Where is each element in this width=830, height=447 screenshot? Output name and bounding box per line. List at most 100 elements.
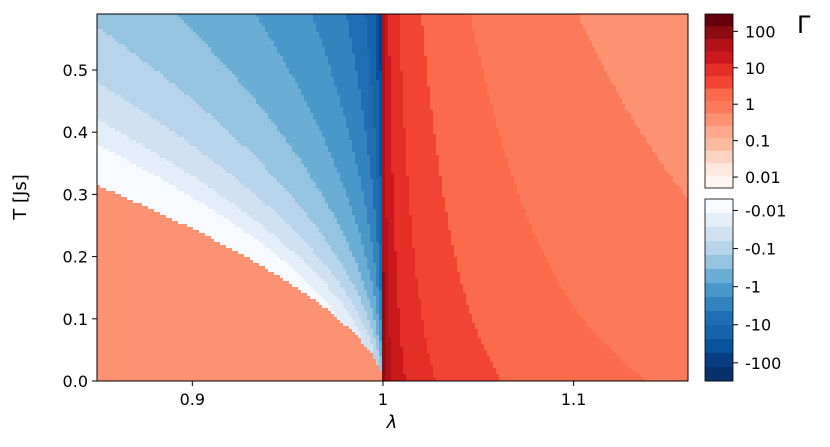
contour-cell [190, 44, 194, 48]
contour-cell [223, 56, 227, 60]
contour-cell [466, 29, 470, 33]
contour-cell [661, 41, 665, 45]
contour-cell [181, 23, 185, 27]
contour-cell [658, 38, 662, 42]
contour-cell [157, 14, 161, 18]
contour-cell [466, 47, 470, 51]
contour-cell [589, 59, 593, 63]
contour-cell [373, 62, 377, 66]
contour-cell [157, 59, 161, 63]
contour-cell [616, 17, 620, 21]
contour-cell [550, 44, 554, 48]
contour-cell [178, 44, 182, 48]
contour-cell [232, 14, 236, 18]
contour-cell [634, 17, 638, 21]
contour-cell [232, 20, 236, 24]
contour-cell [112, 32, 116, 36]
contour-cell [154, 53, 158, 57]
contour-cell [181, 38, 185, 42]
contour-cell [565, 23, 569, 27]
contour-cell [493, 20, 497, 24]
contour-cell [250, 32, 254, 36]
contour-cell [409, 32, 413, 36]
contour-cell [238, 17, 242, 21]
contour-cell [466, 59, 470, 63]
contour-cell [583, 41, 587, 45]
contour-cell [220, 35, 224, 39]
contour-cell [526, 53, 530, 57]
contour-cell [502, 35, 506, 39]
contour-cell [406, 38, 410, 42]
contour-cell [655, 17, 659, 21]
contour-cell [568, 17, 572, 21]
contour-cell [610, 14, 614, 18]
contour-cell [196, 50, 200, 54]
contour-cell [226, 20, 230, 24]
contour-cell [547, 44, 551, 48]
contour-cell [427, 59, 431, 63]
contour-cell [520, 17, 524, 21]
contour-cell [130, 47, 134, 51]
contour-cell [130, 53, 134, 57]
contour-cell [673, 20, 677, 24]
contour-cell [160, 41, 164, 45]
contour-cell [316, 38, 320, 42]
contour-cell [145, 38, 149, 42]
contour-cell [469, 26, 473, 30]
contour-cell [100, 29, 104, 33]
contour-cell [217, 62, 221, 66]
contour-cell [577, 47, 581, 51]
contour-cell [343, 62, 347, 66]
contour-cell [484, 41, 488, 45]
contour-cell [325, 65, 329, 69]
contour-cell [184, 23, 188, 27]
contour-cell [178, 14, 182, 18]
contour-cell [379, 62, 383, 66]
contour-cell [268, 35, 272, 39]
contour-cell [118, 47, 122, 51]
contour-cell [580, 20, 584, 24]
contour-cell [115, 20, 119, 24]
contour-cell [352, 23, 356, 27]
contour-cell [190, 29, 194, 33]
contour-cell [256, 53, 260, 57]
contour-cell [418, 41, 422, 45]
contour-cell [457, 38, 461, 42]
contour-cell [616, 41, 620, 45]
contour-cell [208, 14, 212, 18]
contour-cell [652, 41, 656, 45]
contour-cell [124, 32, 128, 36]
contour-cell [316, 29, 320, 33]
contour-cell [322, 35, 326, 39]
contour-cell [121, 35, 125, 39]
contour-cell [418, 44, 422, 48]
contour-cell [280, 44, 284, 48]
contour-cell [334, 32, 338, 36]
contour-cell [169, 53, 173, 57]
contour-cell [364, 41, 368, 45]
contour-cell [493, 53, 497, 57]
contour-cell [295, 50, 299, 54]
contour-cell [493, 38, 497, 42]
contour-cell [487, 59, 491, 63]
contour-cell [247, 65, 251, 69]
contour-cell [175, 50, 179, 54]
contour-cell [103, 23, 107, 27]
contour-cell [673, 47, 677, 51]
contour-cell [397, 35, 401, 39]
contour-cell [235, 65, 239, 69]
contour-cell [508, 26, 512, 30]
contour-cell [124, 17, 128, 21]
contour-cell [316, 50, 320, 54]
contour-cell [145, 62, 149, 66]
contour-cell [226, 29, 230, 33]
contour-cell [223, 23, 227, 27]
contour-cell [331, 17, 335, 21]
contour-cell [346, 62, 350, 66]
contour-cell [142, 38, 146, 42]
contour-cell [136, 35, 140, 39]
contour-cell [415, 56, 419, 60]
contour-cell [679, 26, 683, 30]
contour-cell [421, 62, 425, 66]
contour-cell [313, 23, 317, 27]
